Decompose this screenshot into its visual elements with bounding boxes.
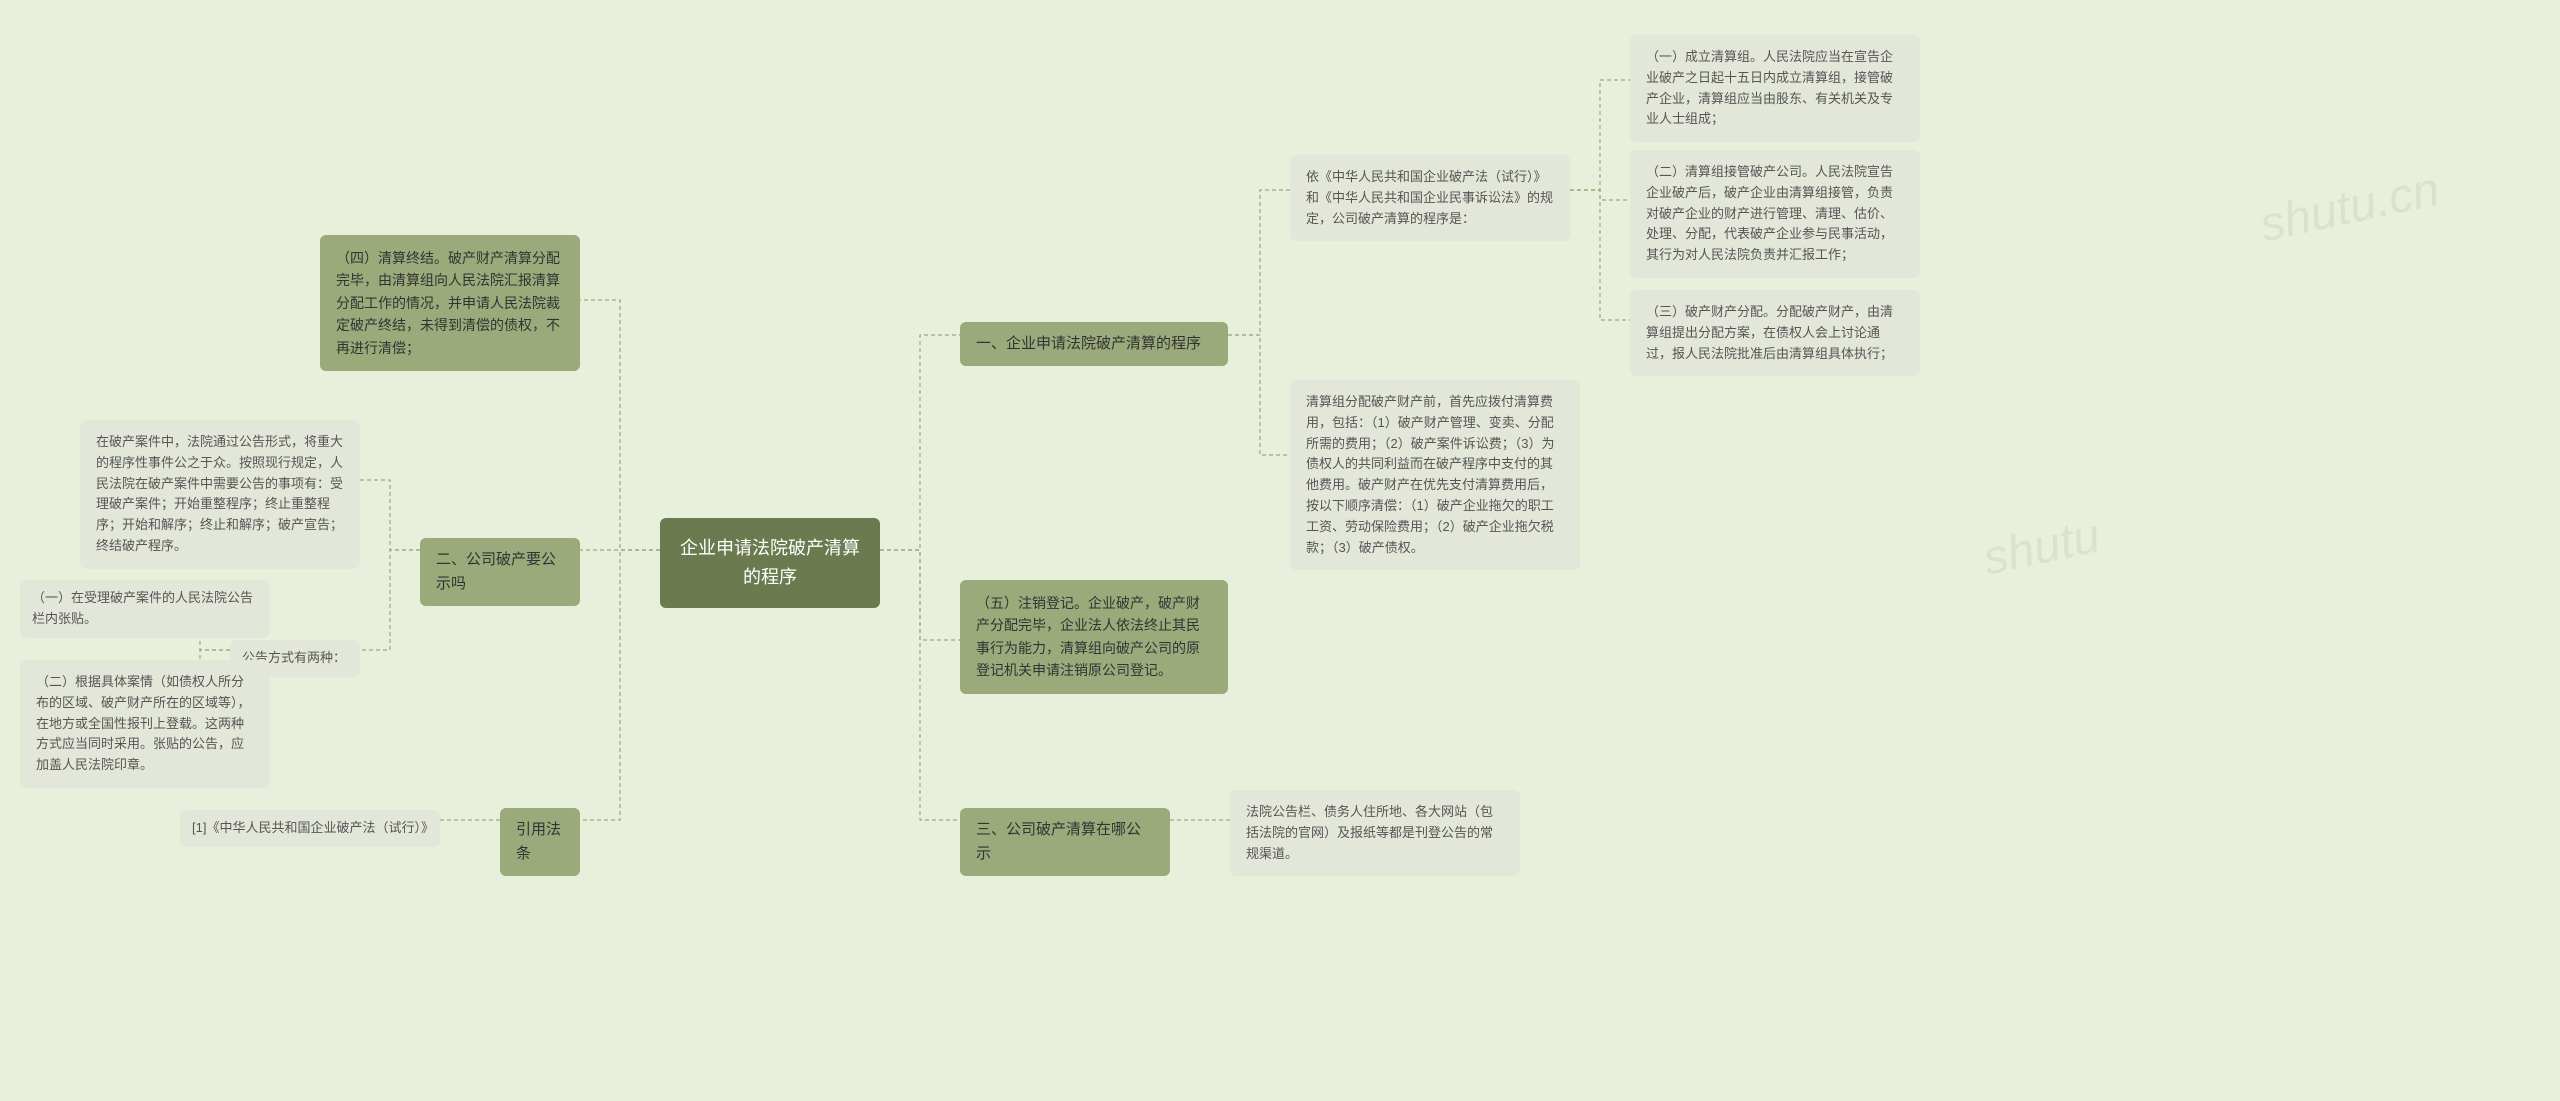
right-branch-3-detail: 法院公告栏、债务人住所地、各大网站（包括法院的官网）及报纸等都是刊登公告的常规渠…	[1230, 790, 1520, 876]
right-branch-1: 一、企业申请法院破产清算的程序	[960, 322, 1228, 366]
center-topic: 企业申请法院破产清算的程序	[660, 518, 880, 608]
right-branch-1-sub2: 清算组分配破产财产前，首先应拨付清算费用，包括：（1）破产财产管理、变卖、分配所…	[1290, 380, 1580, 570]
left-branch-2-sub2-item-2: （二）根据具体案情（如债权人所分布的区域、破产财产所在的区域等），在地方或全国性…	[20, 660, 270, 788]
right-branch-1-sub1-item-2: （二）清算组接管破产公司。人民法院宣告企业破产后，破产企业由清算组接管，负责对破…	[1630, 150, 1920, 278]
watermark: shutu.cn	[2255, 162, 2444, 254]
right-branch-1-sub1-item-3: （三）破产财产分配。分配破产财产，由清算组提出分配方案，在债权人会上讨论通过，报…	[1630, 290, 1920, 376]
watermark: shutu	[1978, 508, 2104, 586]
right-branch-2: （五）注销登记。企业破产，破产财产分配完毕，企业法人依法终止其民事行为能力，清算…	[960, 580, 1228, 694]
left-branch-1: （四）清算终结。破产财产清算分配完毕，由清算组向人民法院汇报清算分配工作的情况，…	[320, 235, 580, 371]
right-branch-1-sub1-item-1: （一）成立清算组。人民法院应当在宣告企业破产之日起十五日内成立清算组，接管破产企…	[1630, 35, 1920, 142]
left-branch-3-detail: [1]《中华人民共和国企业破产法（试行）》	[180, 810, 440, 847]
left-branch-2-sub1: 在破产案件中，法院通过公告形式，将重大的程序性事件公之于众。按照现行规定，人民法…	[80, 420, 360, 569]
connector-lines	[0, 0, 2560, 1101]
left-branch-2-sub2-item-1: （一）在受理破产案件的人民法院公告栏内张贴。	[20, 580, 270, 638]
right-branch-3: 三、公司破产清算在哪公示	[960, 808, 1170, 876]
right-branch-1-sub1: 依《中华人民共和国企业破产法（试行）》和《中华人民共和国企业民事诉讼法》的规定，…	[1290, 155, 1570, 241]
left-branch-2: 二、公司破产要公示吗	[420, 538, 580, 606]
left-branch-3: 引用法条	[500, 808, 580, 876]
